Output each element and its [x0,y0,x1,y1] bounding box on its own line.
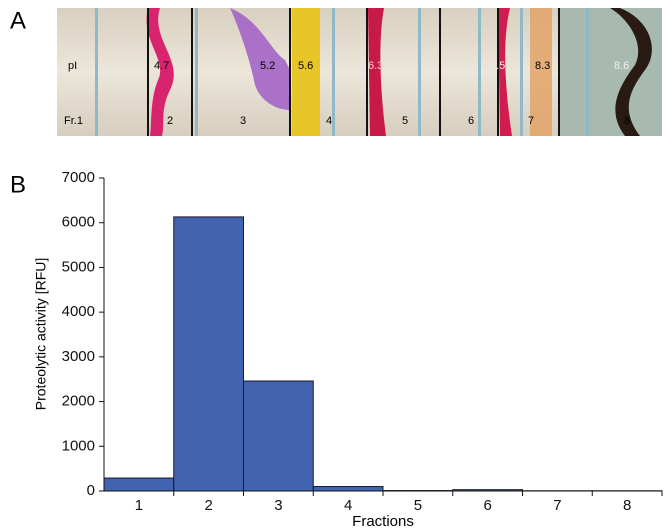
chart: Fractions Proteolytic activity [RFU] 1 2 3… [33,169,663,530]
x-tick-label: 1 [135,497,143,514]
pi-value: 4.7 [154,60,169,72]
y-tick-label: 5000 [62,258,95,275]
pi-value: 7.5 [490,60,505,72]
bar [173,216,244,492]
x-tick-label: 3 [274,497,282,514]
pi-value: 8.3 [535,60,550,72]
x-tick-label: 4 [344,497,352,514]
y-tick-label: 6000 [62,214,95,231]
pi-value: 8.6 [614,60,629,72]
y-tick-label: 1000 [62,437,95,454]
fraction-label: 5 [402,115,408,127]
y-tick-label: 4000 [62,303,95,320]
panel-label: B [10,171,26,198]
x-tick-label: 2 [204,497,212,514]
y-tick-label: 3000 [62,348,95,365]
bar [103,477,175,492]
panel-label: A [10,7,26,34]
x-tick-label: 7 [553,497,561,514]
x-axis-label: Fractions [352,513,414,530]
x-tick-label: 8 [623,497,631,514]
fraction-label: 6 [468,115,474,127]
pi-value: 5.6 [298,60,313,72]
fraction-label: 3 [240,115,246,127]
y-axis-label: Proteolytic activity [RFU] [33,258,49,410]
pi-value: 6.3 [368,60,383,72]
row-label: pI [68,60,77,72]
strip-photo: pI 4.7 5.2 5.6 6.3 7.5 8.3 8.6 [57,8,662,136]
fraction-label: 7 [528,115,534,127]
fraction-label: 2 [167,115,173,127]
fraction-labels: Fr.1 2 3 4 5 6 7 8 [64,115,630,127]
bar [312,486,384,492]
pi-value: 5.2 [260,60,275,72]
y-tick-label: 7000 [62,169,95,186]
y-tick-label: 2000 [62,393,95,410]
fraction-label: 4 [326,115,332,127]
y-tick-label: 0 [87,482,95,499]
x-tick-label: 5 [414,497,422,514]
x-tick-label: 6 [483,497,491,514]
bar [243,380,314,492]
fraction-label: 8 [624,115,630,127]
fraction-label: Fr.1 [64,115,83,127]
